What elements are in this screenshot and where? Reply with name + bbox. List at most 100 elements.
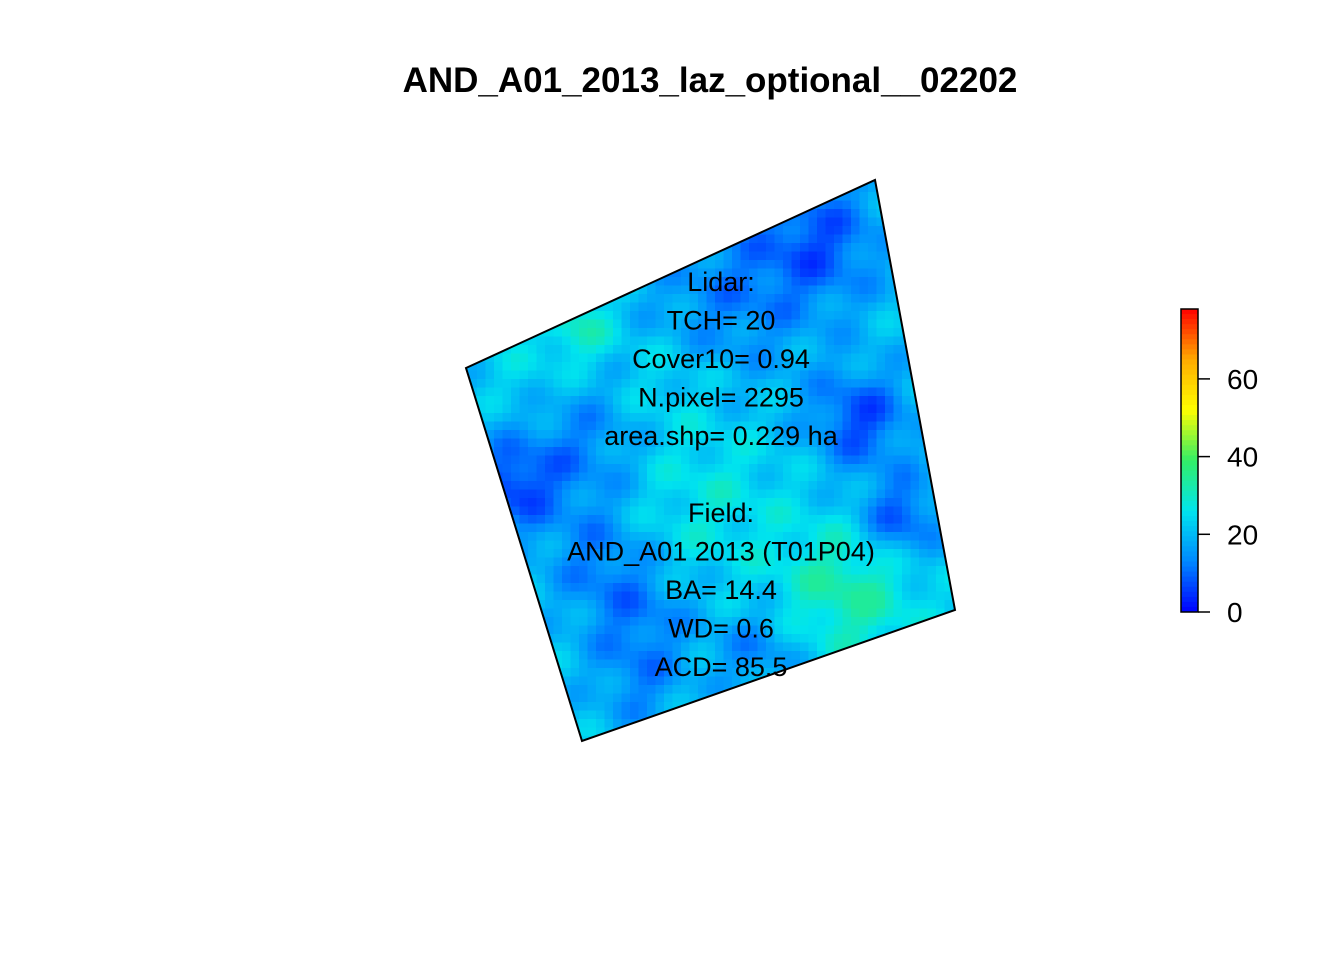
heatmap-cell [808,685,818,695]
heatmap-cell [613,523,623,533]
heatmap-cell [851,557,861,567]
heatmap-cell [740,387,750,397]
heatmap-cell [842,302,852,312]
heatmap-cell [596,362,606,372]
heatmap-cell [613,430,623,440]
heatmap-cell [698,362,708,372]
heatmap-cell [732,379,742,389]
heatmap-cell [757,404,767,414]
heatmap-cell [800,549,810,559]
heatmap-cell [936,387,946,397]
heatmap-cell [766,600,776,610]
heatmap-cell [638,362,648,372]
heatmap-cell [689,260,699,270]
heatmap-cell [698,608,708,618]
heatmap-cell [528,209,538,219]
heatmap-cell [706,642,716,652]
heatmap-cell [545,710,555,720]
heatmap-cell [630,362,640,372]
heatmap-cell [545,180,555,185]
heatmap-cell [740,719,750,729]
heatmap-cell [664,336,674,346]
heatmap-cell [876,668,886,678]
heatmap-cell [672,234,682,244]
heatmap-cell [706,600,716,610]
heatmap-cell [630,183,640,193]
heatmap-cell [553,200,563,210]
heatmap-cell [944,430,954,440]
heatmap-cell [876,489,886,499]
heatmap-cell [936,625,946,635]
heatmap-cell [936,472,946,482]
heatmap-cell [519,285,529,295]
heatmap-cell [953,693,955,703]
heatmap-cell [536,557,546,567]
heatmap-cell [621,180,631,185]
heatmap-cell [655,651,665,661]
heatmap-cell [477,532,487,542]
heatmap-cell [740,523,750,533]
heatmap-cell [953,745,962,754]
heatmap-cell [919,345,929,355]
heatmap-cell [621,217,631,227]
heatmap-cell [893,447,903,457]
heatmap-cell [927,226,937,236]
heatmap-cell [868,668,878,678]
heatmap-cell [570,430,580,440]
heatmap-cell [689,251,699,261]
heatmap-cell [927,192,937,202]
heatmap-cell [519,506,529,516]
heatmap-cell [842,498,852,508]
heatmap-cell [944,277,954,287]
heatmap-cell [766,234,776,244]
heatmap-cell [953,659,955,669]
heatmap-cell [621,472,631,482]
heatmap-cell [664,668,674,678]
heatmap-cell [562,591,572,601]
heatmap-cell [494,506,504,516]
heatmap-cell [876,591,886,601]
heatmap-cell [825,532,835,542]
heatmap-cell [511,455,521,465]
heatmap-cell [536,651,546,661]
heatmap-cell [528,566,538,576]
heatmap-cell [519,719,529,729]
heatmap-cell [842,557,852,567]
colorbar-segment [1181,445,1198,451]
heatmap-cell [876,387,886,397]
heatmap-cell [893,557,903,567]
heatmap-cell [681,676,691,686]
heatmap-cell [842,676,852,686]
heatmap-cell [715,523,725,533]
heatmap-cell [723,472,733,482]
heatmap-cell [672,489,682,499]
heatmap-cell [468,702,478,712]
heatmap-cell [944,311,954,321]
heatmap-cell [851,455,861,465]
heatmap-cell [715,430,725,440]
heatmap-cell [766,659,776,669]
heatmap-cell [868,183,878,193]
heatmap-cell [553,549,563,559]
heatmap-cell [698,294,708,304]
heatmap-cell [749,668,759,678]
heatmap-cell [766,285,776,295]
heatmap-cell [791,625,801,635]
heatmap-cell [681,285,691,295]
heatmap-cell [570,736,580,741]
heatmap-cell [885,370,895,380]
heatmap-cell [740,685,750,695]
heatmap-cell [808,719,818,729]
heatmap-cell [553,302,563,312]
heatmap-cell [621,192,631,202]
heatmap-cell [893,345,903,355]
heatmap-cell [825,362,835,372]
heatmap-cell [553,404,563,414]
heatmap-cell [613,200,623,210]
heatmap-cell [893,617,903,627]
heatmap-cell [706,413,716,423]
heatmap-cell [902,659,912,669]
heatmap-cell [842,447,852,457]
heatmap-cell [502,549,512,559]
heatmap-cell [706,574,716,584]
